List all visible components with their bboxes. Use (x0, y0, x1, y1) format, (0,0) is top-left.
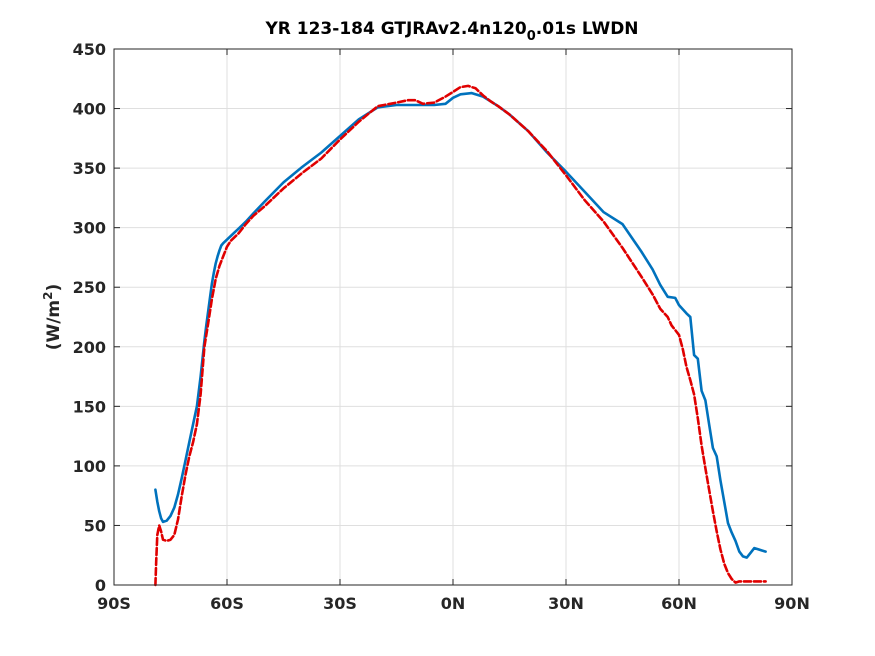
x-tick-label: 60N (661, 594, 697, 613)
x-tick-label: 90S (97, 594, 131, 613)
y-tick-label: 50 (84, 516, 106, 535)
y-axis-label-tail: ) (44, 284, 64, 292)
y-tick-label: 250 (73, 278, 106, 297)
y-axis-label-main: (W/m (44, 300, 64, 350)
y-tick-label: 100 (73, 457, 106, 476)
series-line-blue (154, 91, 767, 559)
y-tick-label: 300 (73, 219, 106, 238)
y-tick-label: 150 (73, 397, 106, 416)
y-axis-label-superscript: 2 (41, 291, 55, 299)
x-tick-label: 60S (210, 594, 244, 613)
y-tick-label: 350 (73, 159, 106, 178)
chart-title-subscript: 0 (527, 29, 536, 44)
y-tick-label: 400 (73, 100, 106, 119)
grid-lines (114, 49, 792, 585)
y-axis: 0 50 100 150 200 250 300 350 400 450 (73, 40, 792, 595)
x-tick-label: 0N (441, 594, 466, 613)
chart-title-tail: .01s LWDN (536, 19, 639, 39)
y-axis-label: (W/m2) (41, 284, 64, 351)
series-line-red (154, 84, 767, 587)
y-tick-label: 450 (73, 40, 106, 59)
chart-title: YR 123-184 GTJRAv2.4n1200.01s LWDN (264, 19, 638, 44)
series-layer (154, 84, 767, 587)
y-tick-label: 0 (95, 576, 106, 595)
x-tick-label: 90N (774, 594, 810, 613)
y-tick-label: 200 (73, 338, 106, 357)
x-tick-label: 30S (323, 594, 357, 613)
x-tick-label: 30N (548, 594, 584, 613)
chart-title-main: YR 123-184 GTJRAv2.4n120 (264, 19, 526, 39)
x-axis: 90S 60S 30S 0N 30N 60N 90N (97, 49, 810, 613)
